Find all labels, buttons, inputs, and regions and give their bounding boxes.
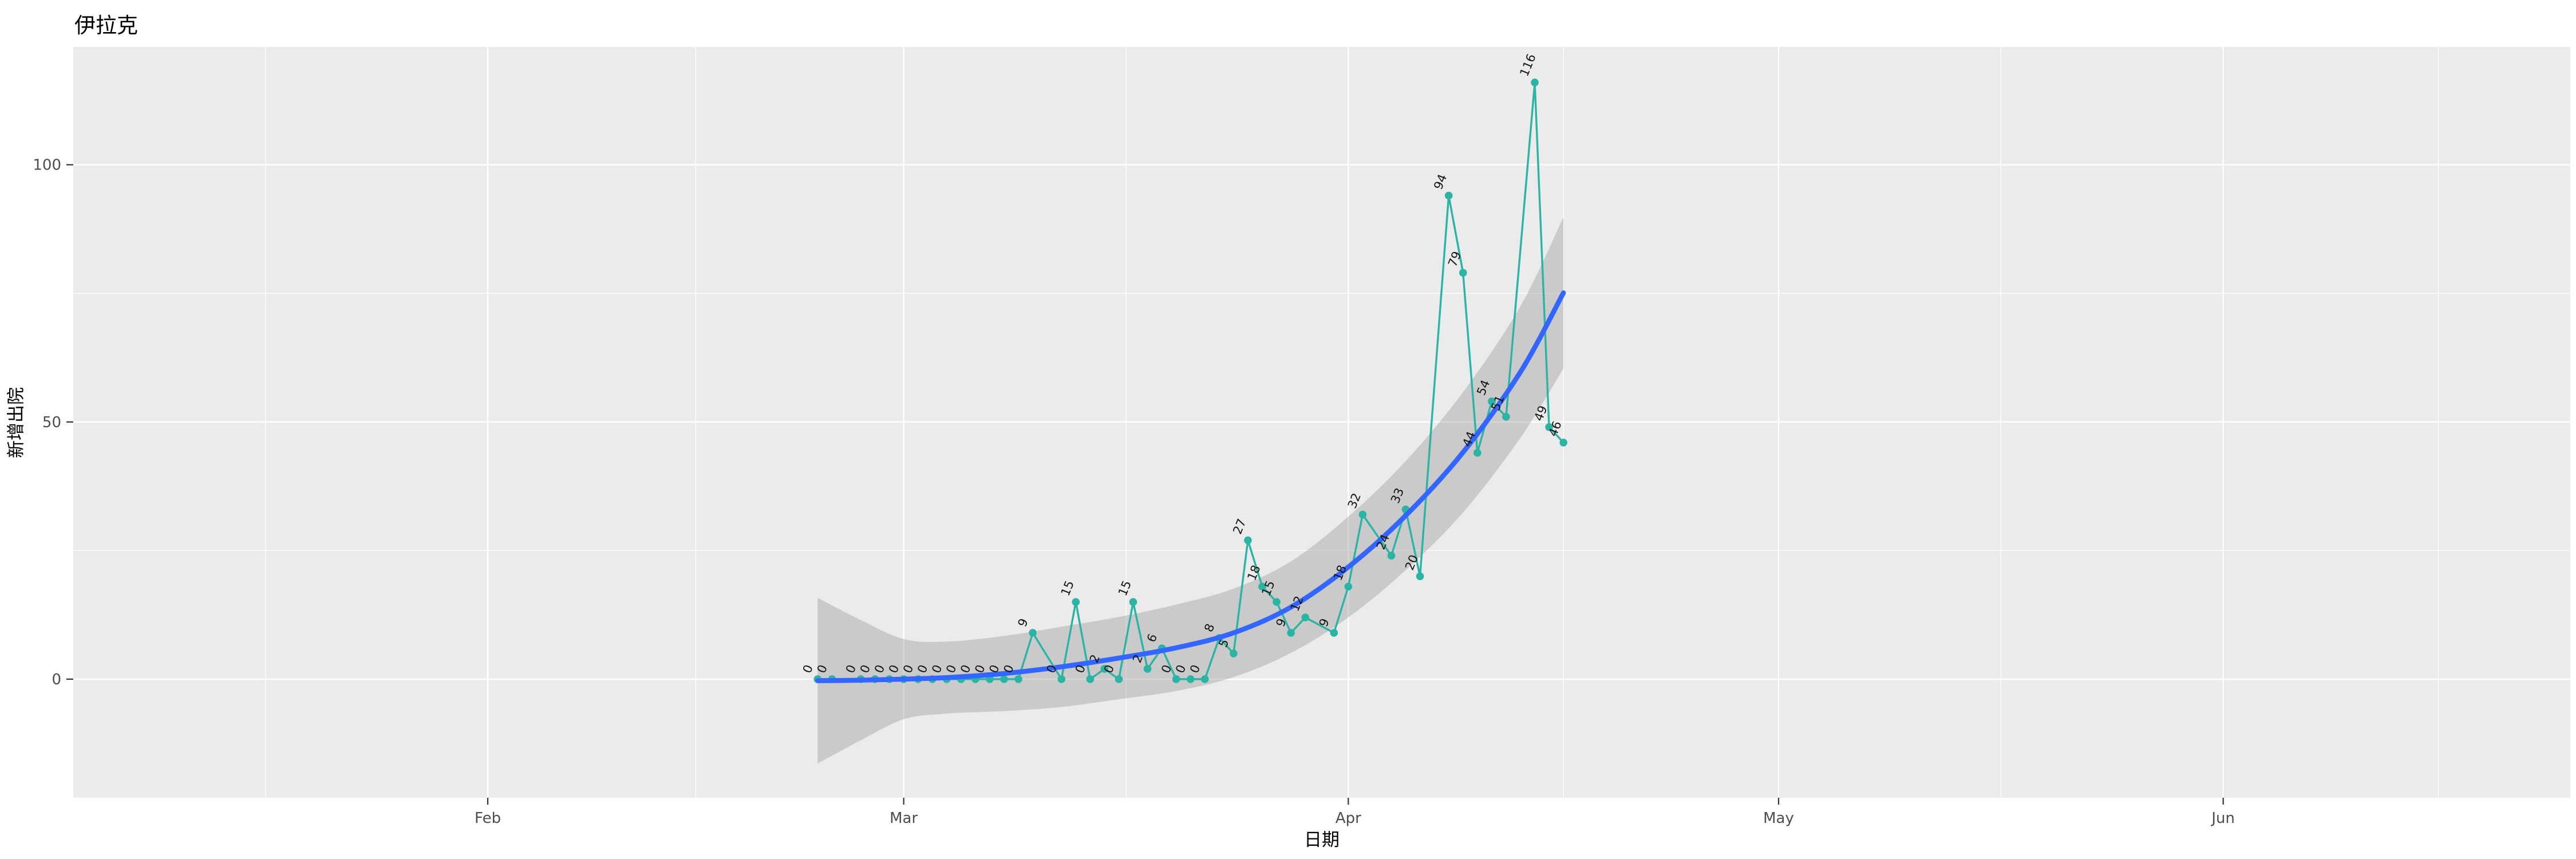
data-point xyxy=(1531,78,1539,86)
data-point xyxy=(1473,448,1481,457)
x-tick-label: Apr xyxy=(1336,810,1361,827)
data-point xyxy=(1072,598,1080,606)
x-axis-title: 日期 xyxy=(1304,830,1340,850)
data-point xyxy=(1230,649,1238,657)
data-point xyxy=(1029,629,1037,637)
data-point xyxy=(1201,675,1209,683)
data-point xyxy=(1358,510,1367,519)
data-point xyxy=(1459,269,1467,277)
data-point xyxy=(1086,675,1095,683)
data-point xyxy=(1244,536,1252,545)
y-axis-title: 新增出院 xyxy=(6,387,27,458)
y-tick-label: 0 xyxy=(52,671,61,688)
data-point xyxy=(1186,675,1195,683)
data-point xyxy=(1416,572,1424,581)
smooth-line xyxy=(815,290,1566,683)
data-point xyxy=(1100,665,1109,673)
data-point xyxy=(1014,675,1022,683)
data-point xyxy=(1545,423,1553,431)
y-tick-label: 100 xyxy=(33,157,61,174)
data-point xyxy=(1057,675,1066,683)
data-point xyxy=(1115,675,1123,683)
data-point xyxy=(1273,598,1281,606)
data-point xyxy=(1488,397,1496,405)
data-point xyxy=(1444,191,1453,200)
data-point xyxy=(1258,582,1266,591)
x-tick-label: May xyxy=(1763,810,1794,827)
x-tick-label: Feb xyxy=(475,810,501,827)
y-tick-label: 50 xyxy=(42,414,61,431)
data-point xyxy=(1344,582,1353,591)
data-point xyxy=(1129,598,1137,606)
data-point xyxy=(1502,413,1510,421)
data-point xyxy=(1172,675,1180,683)
confidence-band xyxy=(817,217,1564,764)
data-point xyxy=(1559,438,1567,447)
data-point xyxy=(1143,665,1152,673)
chart-title: 伊拉克 xyxy=(74,13,138,38)
data-point xyxy=(1387,551,1396,560)
x-tick-label: Mar xyxy=(890,810,918,827)
data-point xyxy=(1000,675,1008,683)
x-tick-label: Jun xyxy=(2210,810,2235,827)
data-point xyxy=(1301,613,1309,621)
data-point xyxy=(1330,629,1338,637)
data-point xyxy=(1287,629,1295,637)
